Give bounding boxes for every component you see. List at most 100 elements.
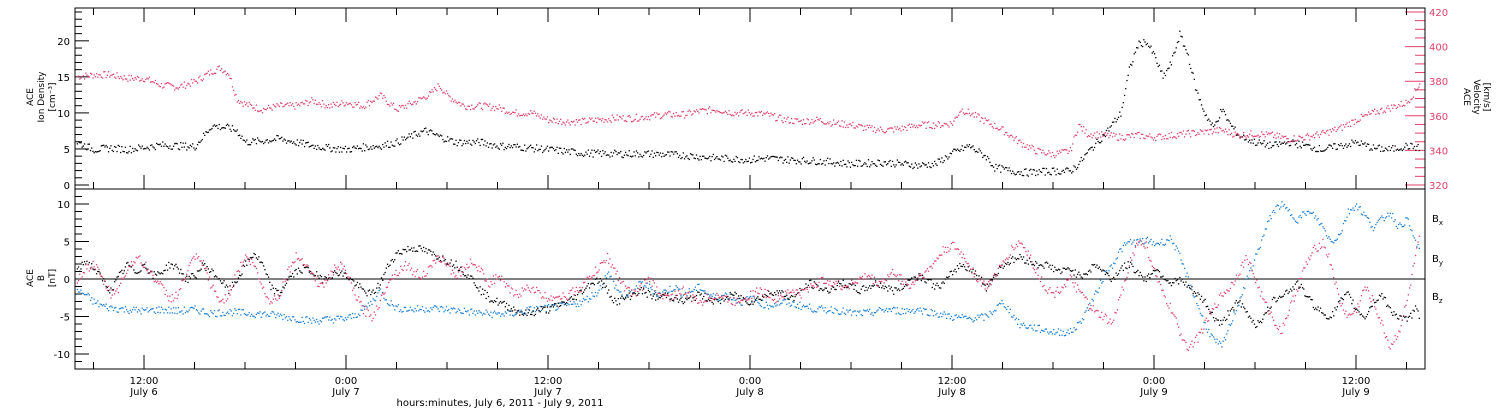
bx-point [431,254,433,256]
density-point [235,130,237,133]
density-point [932,165,935,167]
by-point [1204,322,1206,324]
bx-point [1382,298,1384,300]
by-point [852,311,854,313]
by-point [1256,253,1258,255]
bx-point [1294,283,1296,285]
bx-point [1389,307,1391,309]
bz-point [587,277,589,279]
velocity-point [1022,142,1025,145]
by-point [1281,201,1283,203]
by-point [653,290,656,292]
velocity-point [130,75,133,77]
velocity-point [508,111,510,113]
density-point [215,125,217,127]
velocity-point [629,116,632,118]
bx-point [1036,262,1038,264]
by-point [1167,239,1169,241]
by-point [447,310,449,312]
by-point [824,307,826,309]
density-point [965,146,967,148]
density-point [692,154,694,156]
velocity-point [722,112,724,114]
bx-point [960,265,962,267]
bx-point [934,288,936,290]
velocity-point [707,107,710,110]
bz-point [442,256,444,258]
bx-point [92,268,94,270]
by-point [1120,248,1122,250]
bx-point [186,275,188,277]
velocity-point [980,117,983,119]
by-point [402,310,404,313]
density-point [1156,62,1158,64]
by-point [388,304,390,306]
density-point [1099,142,1102,144]
bx-point [1351,303,1353,305]
bx-point [1408,315,1411,317]
by-point [587,301,589,303]
bx-point [1288,291,1290,293]
density-point [287,140,289,142]
by-point [1037,324,1039,327]
bx-point [127,261,129,264]
velocity-point [968,112,971,114]
bx-point [976,274,978,277]
velocity-point [861,125,864,127]
velocity-point [893,131,895,133]
bz-point [526,284,528,286]
by-point [914,311,916,313]
bx-point [573,298,575,300]
bx-point [750,303,752,305]
by-point [732,299,734,301]
density-point [718,158,720,160]
velocity-point [249,103,252,105]
density-point [831,163,834,165]
velocity-point [716,109,718,112]
bx-point [576,294,579,296]
bx-point [566,302,568,304]
by-point [120,307,122,310]
velocity-point [787,116,789,118]
bx-point [537,308,539,310]
velocity-point [1303,139,1305,141]
bx-point [863,285,865,287]
bz-point [158,283,160,285]
density-point [955,149,957,152]
velocity-point [972,112,974,114]
velocity-point [747,109,749,111]
by-point [820,305,823,307]
density-point [271,140,273,142]
velocity-point [623,120,626,122]
bx-point [410,247,413,249]
by-point [604,275,606,277]
velocity-point [520,114,522,117]
density-point [1252,142,1254,144]
bx-point [711,301,713,303]
bx-point [145,267,147,269]
field-tick-label: 5 [64,238,70,249]
density-point [504,146,506,149]
bx-point [156,274,158,276]
by-point [1016,323,1019,325]
bx-point [1048,266,1050,268]
by-point [765,301,767,303]
bx-point [1299,286,1301,288]
by-point [123,311,125,313]
velocity-point [1085,129,1087,131]
velocity-point [820,121,823,123]
by-point [1216,338,1218,340]
bz-point [82,272,84,274]
velocity-point [1372,110,1375,112]
density-point [314,145,316,147]
density-point [1012,170,1014,172]
by-point [855,314,858,317]
density-point [1095,142,1097,145]
by-point [1008,312,1010,314]
by-point [759,304,761,306]
bx-point [1151,272,1153,275]
density-point [1340,142,1342,145]
bx-point [686,299,688,301]
velocity-point [407,103,409,105]
by-point [309,319,312,321]
